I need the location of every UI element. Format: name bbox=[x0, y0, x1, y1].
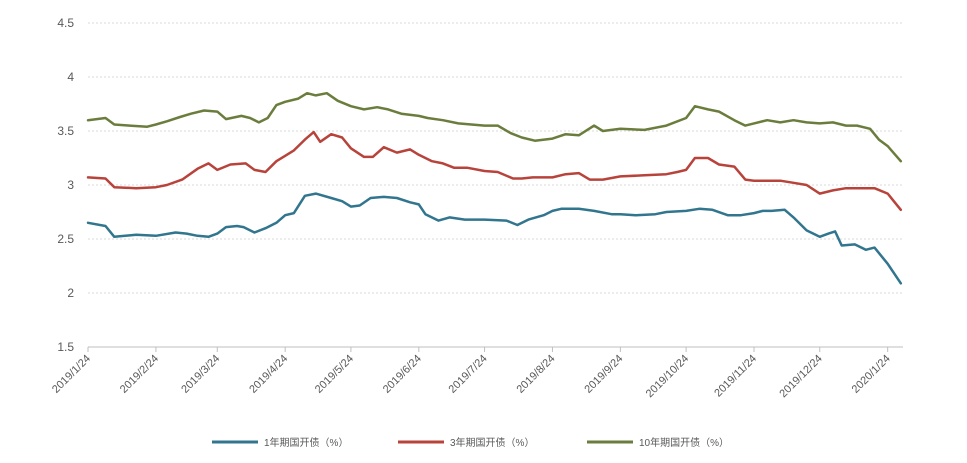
x-tick-label: 2019/3/24 bbox=[179, 353, 222, 396]
x-tick-label: 2019/5/24 bbox=[313, 353, 356, 396]
x-tick-label: 2019/8/24 bbox=[514, 353, 557, 396]
y-tick-label: 3.5 bbox=[57, 124, 74, 138]
y-tick-label: 1.5 bbox=[57, 340, 74, 354]
x-tick-label: 2019/6/24 bbox=[381, 353, 424, 396]
grid-lines bbox=[88, 22, 903, 294]
y-tick-label: 4 bbox=[67, 70, 74, 84]
y-tick-label: 2.5 bbox=[57, 232, 74, 246]
legend-label-1: 1年期国开债（%） bbox=[264, 436, 348, 449]
legend: 1年期国开债（%） 3年期国开债（%） 10年期国开债（%） bbox=[212, 436, 729, 449]
x-tick-label: 2019/10/24 bbox=[644, 353, 691, 400]
x-axis: 2019/1/24 2019/2/24 2019/3/24 2019/4/24 2019… bbox=[50, 346, 903, 400]
x-tick-label: 2019/12/24 bbox=[777, 353, 824, 400]
y-tick-label: 3 bbox=[67, 178, 74, 192]
x-tick-label: 2020/1/24 bbox=[850, 353, 893, 396]
x-tick-label: 2019/4/24 bbox=[247, 353, 290, 396]
y-tick-label: 4.5 bbox=[57, 16, 74, 30]
x-tick-label: 2019/11/24 bbox=[712, 353, 759, 400]
legend-label-2: 3年期国开债（%） bbox=[450, 436, 534, 449]
x-tick-label: 2019/1/24 bbox=[50, 353, 93, 396]
x-tick-label: 2019/2/24 bbox=[118, 353, 161, 396]
series-line-3 bbox=[86, 91, 903, 163]
y-tick-label: 2 bbox=[67, 286, 74, 300]
series-line-2 bbox=[86, 130, 903, 212]
series-lines bbox=[86, 91, 903, 285]
x-tick-label: 2019/7/24 bbox=[447, 353, 490, 396]
legend-label-3: 10年期国开债（%） bbox=[639, 436, 729, 449]
series-line-1 bbox=[86, 192, 903, 285]
y-axis-ticks: 1.5 2 2.5 3 3.5 4 4.5 bbox=[57, 16, 74, 354]
x-tick-label: 2019/9/24 bbox=[582, 353, 625, 396]
